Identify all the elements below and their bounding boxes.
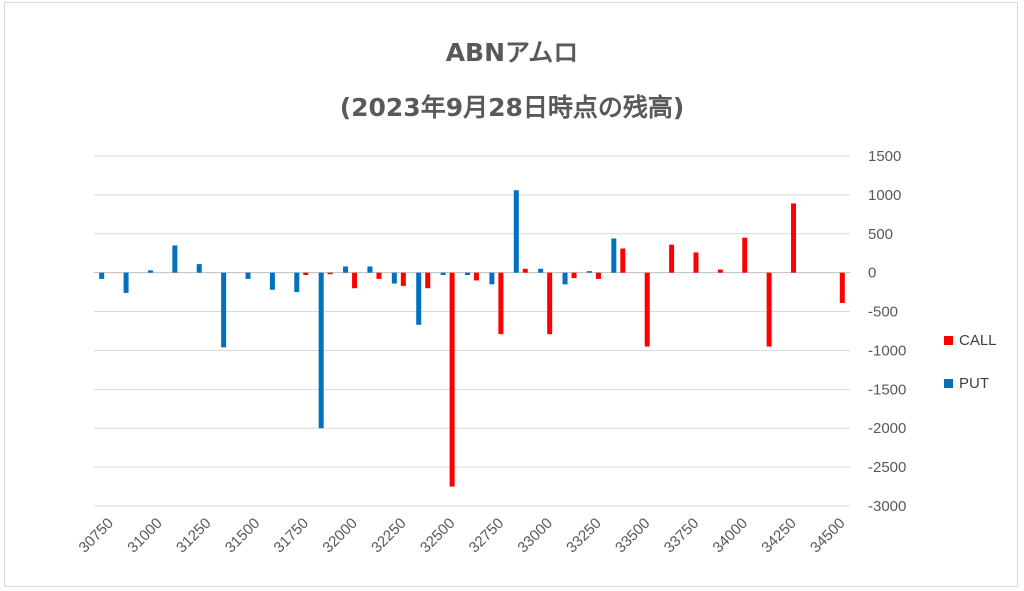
gridlines — [94, 155, 850, 507]
bar-put — [172, 245, 178, 273]
bars — [99, 190, 845, 487]
x-tick-label: 31250 — [173, 515, 215, 557]
bar-put — [245, 272, 251, 279]
x-tick-label: 32000 — [319, 515, 361, 557]
y-tick-label: -3000 — [868, 498, 906, 515]
bar-put — [611, 238, 617, 273]
x-tick-label: 31500 — [222, 515, 264, 557]
bar-call — [376, 272, 382, 279]
bar-put — [586, 271, 592, 273]
bar-call — [644, 272, 650, 347]
y-tick-label: 500 — [868, 226, 893, 243]
legend-item-call: CALL — [944, 330, 997, 350]
bar-put — [465, 272, 470, 275]
chart-frame — [4, 2, 1018, 587]
bar-put — [440, 272, 446, 275]
bar-call — [742, 237, 748, 273]
bar-call — [522, 268, 528, 273]
bar-call — [303, 272, 309, 275]
legend-item-put: PUT — [944, 373, 997, 393]
bar-put — [269, 272, 275, 290]
bar-call — [791, 203, 797, 273]
bar-put — [513, 190, 519, 273]
y-tick-label: -1000 — [868, 342, 906, 359]
bar-call — [498, 272, 504, 335]
x-tick-label: 32750 — [466, 515, 508, 557]
x-tick-label: 34500 — [807, 515, 849, 557]
bar-call — [766, 272, 772, 347]
bar-call — [571, 272, 577, 279]
bar-put — [147, 270, 153, 273]
bar-put — [294, 272, 300, 293]
y-tick-label: 0 — [868, 265, 876, 282]
x-tick-label: 34000 — [710, 515, 752, 557]
y-tick-label: 1500 — [868, 148, 901, 165]
bar-call — [400, 272, 406, 286]
bar-call — [595, 272, 601, 279]
x-axis-tick-labels: 30750 31000 31250 31500 31750 32000 32250 32500… — [76, 515, 849, 557]
bar-call — [474, 272, 479, 281]
legend-swatch-put — [944, 378, 953, 388]
legend-label-put: PUT — [959, 374, 989, 392]
legend: CALL PUT — [944, 330, 997, 416]
bar-call — [620, 248, 626, 273]
bar-put — [123, 272, 129, 293]
y-tick-label: -500 — [868, 304, 898, 321]
bar-call — [547, 272, 553, 335]
x-tick-label: 32500 — [417, 515, 459, 557]
bar-call — [352, 272, 358, 289]
bar-call — [717, 269, 723, 273]
x-tick-label: 33750 — [661, 515, 703, 557]
bar-put — [367, 266, 373, 273]
bar-call — [839, 272, 845, 303]
x-tick-label: 33000 — [514, 515, 556, 557]
x-tick-label: 31750 — [271, 515, 313, 557]
x-tick-label: 33250 — [563, 515, 605, 557]
bar-put — [562, 272, 568, 285]
bar-put — [318, 272, 324, 429]
x-tick-label: 31000 — [124, 515, 166, 557]
bar-put — [416, 272, 422, 325]
chart-subtitle: (2023年9月28日時点の残高) — [339, 93, 685, 122]
y-tick-label: -2500 — [868, 459, 906, 476]
y-tick-label: -2000 — [868, 420, 906, 437]
bar-put — [99, 272, 105, 279]
legend-label-call: CALL — [959, 331, 997, 349]
chart-title: ABNアムロ — [445, 38, 579, 67]
y-tick-label: -1500 — [868, 381, 906, 398]
bar-put — [538, 268, 544, 273]
bar-put — [489, 272, 495, 285]
bar-put — [391, 272, 397, 284]
y-tick-label: 1000 — [868, 187, 901, 204]
bar-put — [196, 264, 202, 273]
bar-call — [693, 252, 699, 273]
bar-call — [449, 272, 455, 487]
bar-call — [425, 272, 431, 289]
bar-put — [343, 266, 349, 273]
bar-put — [221, 272, 227, 348]
x-tick-label: 33500 — [612, 515, 654, 557]
y-axis-tick-labels: 1500 1000 500 0 -500 -1000 -1500 -2000 -2500 -300… — [868, 148, 906, 515]
legend-swatch-call — [944, 335, 953, 345]
x-tick-label: 34250 — [758, 515, 800, 557]
x-tick-label: 30750 — [76, 515, 118, 557]
bar-call — [327, 272, 333, 275]
x-tick-label: 32250 — [368, 515, 410, 557]
bar-call — [669, 244, 675, 273]
